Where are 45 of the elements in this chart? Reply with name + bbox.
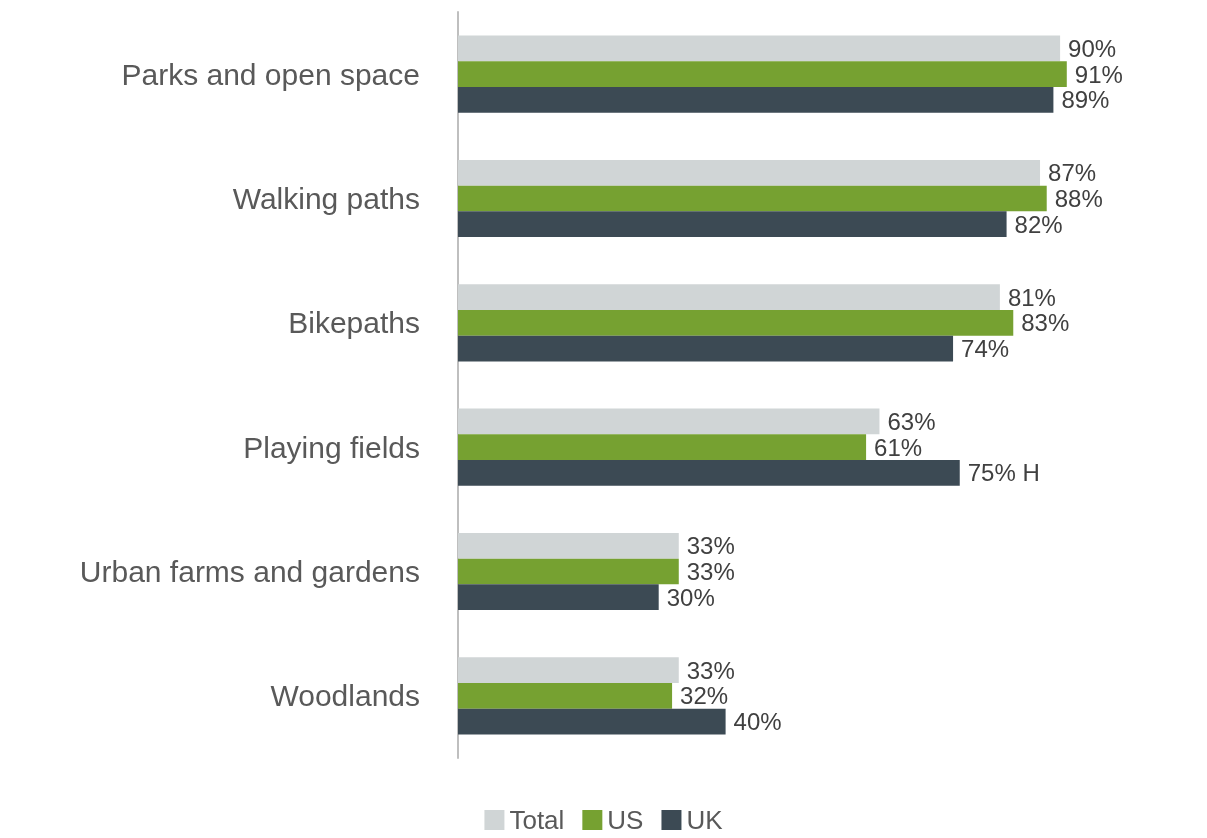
bar — [458, 532, 679, 559]
data-label: 81% — [1007, 283, 1056, 311]
bar — [458, 584, 659, 611]
y-tick-label: Walking paths — [232, 182, 420, 215]
bar — [458, 558, 679, 585]
data-label: 75% H — [967, 459, 1040, 487]
data-label: 83% — [1021, 309, 1070, 337]
data-label: 89% — [1061, 86, 1110, 114]
data-label: 90% — [1068, 34, 1117, 62]
data-label: 82% — [1014, 210, 1063, 238]
legend-label: UK — [686, 805, 724, 835]
data-label: 74% — [961, 335, 1010, 363]
y-tick-label: Urban farms and gardens — [79, 555, 420, 588]
bar — [458, 35, 1061, 62]
data-label: 33% — [686, 558, 735, 585]
data-label: 40% — [733, 708, 782, 736]
bar — [458, 87, 1054, 113]
bar — [458, 61, 1067, 88]
bar — [458, 185, 1047, 212]
bar — [458, 159, 1041, 186]
bar — [458, 657, 679, 683]
bar — [458, 211, 1007, 238]
bar — [458, 460, 960, 486]
data-label: 61% — [874, 433, 923, 461]
legend-label: Total — [509, 805, 565, 835]
data-label: 91% — [1074, 60, 1123, 88]
bar — [458, 309, 1014, 336]
data-label: 33% — [686, 532, 735, 560]
bar — [458, 682, 673, 709]
bar — [458, 708, 726, 735]
bar — [458, 284, 1000, 310]
legend-label: US — [607, 805, 644, 835]
bar — [458, 434, 867, 461]
y-tick-label: Bikepaths — [288, 306, 420, 340]
bar — [458, 408, 880, 435]
data-label: 88% — [1054, 185, 1103, 212]
data-label: 30% — [666, 583, 715, 611]
data-label: 32% — [680, 682, 729, 710]
data-label: 87% — [1048, 159, 1097, 187]
y-tick-label: Playing fields — [243, 430, 420, 464]
y-tick-label: Parks and open space — [121, 57, 420, 91]
y-tick-label: Woodlands — [270, 679, 420, 713]
data-label: 63% — [887, 407, 936, 435]
data-label: 33% — [686, 656, 735, 684]
bar — [458, 335, 954, 362]
